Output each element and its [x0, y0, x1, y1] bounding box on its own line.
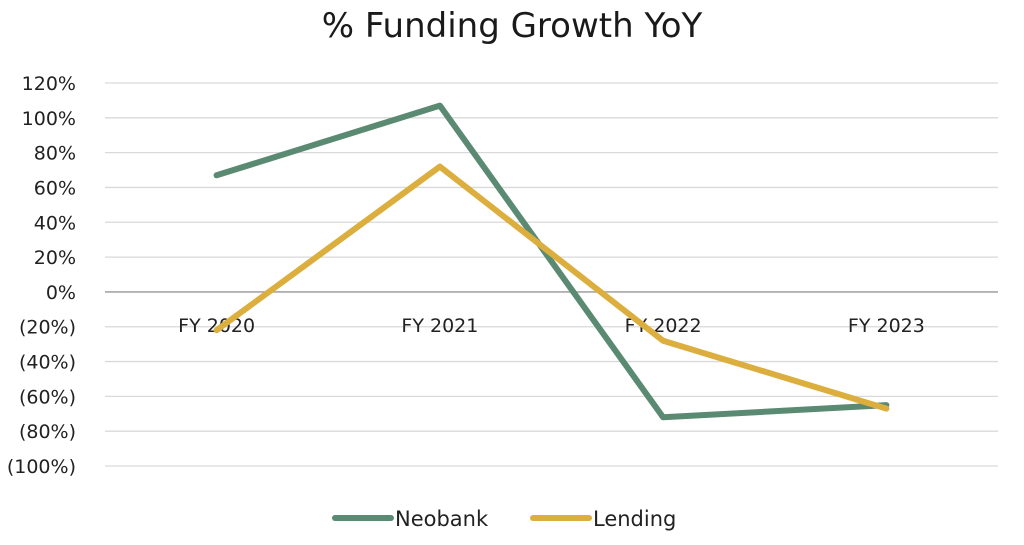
legend: Neobank Lending: [335, 507, 676, 531]
y-tick-label: 20%: [34, 247, 76, 269]
x-category-label: FY 2021: [401, 315, 478, 337]
legend-label-neobank: Neobank: [395, 507, 489, 531]
x-category-label: FY 2020: [178, 315, 255, 337]
y-tick-label: 100%: [22, 108, 76, 130]
series-line-lending: [217, 167, 887, 409]
y-tick-label: 40%: [34, 212, 76, 234]
y-axis-ticks: 120% 100% 80% 60% 40% 20% 0% (20%) (40%) (60%) (80…: [7, 73, 76, 478]
y-tick-label: 0%: [46, 282, 76, 304]
y-tick-label: 60%: [34, 177, 76, 199]
y-tick-label: 120%: [22, 73, 76, 95]
y-tick-label: (40%): [19, 352, 76, 374]
y-tick-label: (20%): [19, 317, 76, 339]
y-tick-label: (100%): [7, 456, 76, 478]
x-category-label: FY 2023: [848, 315, 925, 337]
legend-label-lending: Lending: [593, 507, 676, 531]
y-tick-label: (80%): [19, 421, 76, 443]
x-axis-categories: FY 2020 FY 2021 FY 2022 FY 2023: [178, 315, 925, 337]
y-tick-label: 80%: [34, 143, 76, 165]
y-tick-label: (60%): [19, 386, 76, 408]
